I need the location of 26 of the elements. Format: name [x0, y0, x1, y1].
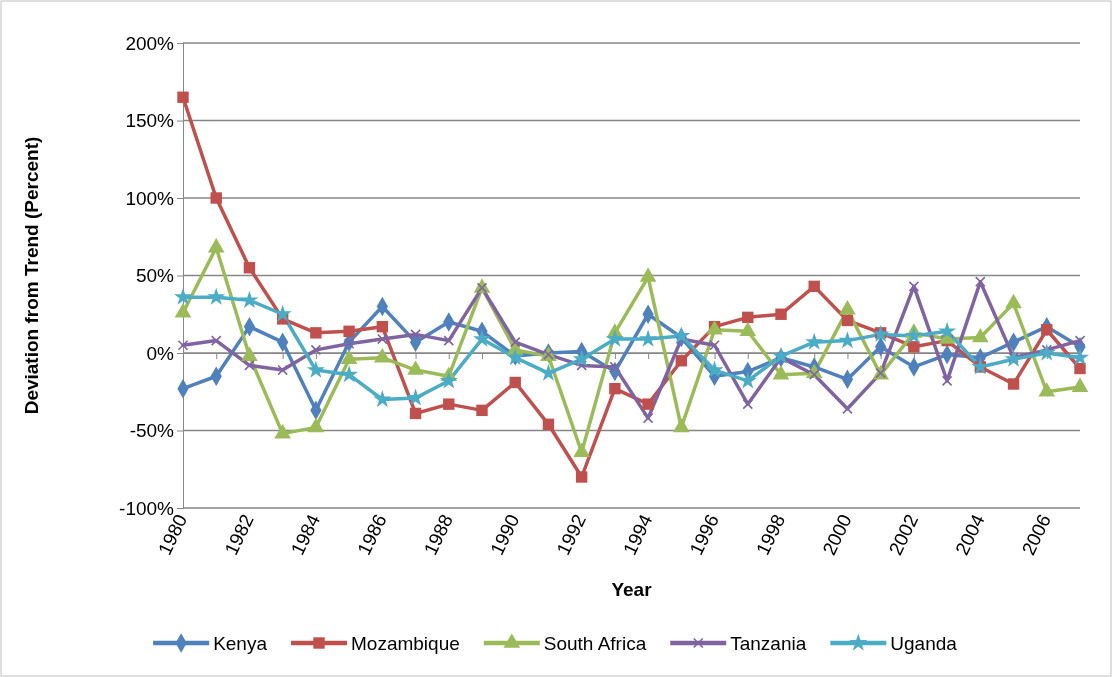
y-tick-label: 200% — [125, 32, 175, 54]
x-tick-label: 1988 — [419, 511, 458, 559]
x-axis-title: Year — [611, 579, 653, 600]
x-tick-label: 1992 — [552, 511, 590, 559]
legend-label: Kenya — [213, 632, 268, 654]
x-tick-label: 1996 — [685, 511, 723, 559]
x-tick-label: 2004 — [951, 510, 989, 559]
x-tick-label: 1990 — [486, 511, 524, 559]
legend-label: Mozambique — [351, 632, 460, 654]
x-tick-label: 1982 — [220, 511, 258, 559]
legend-label: Tanzania — [730, 632, 807, 654]
y-tick-label: 50% — [135, 265, 175, 287]
y-axis-title: Deviation from Trend (Percent) — [21, 136, 42, 415]
x-tick-label: 2000 — [818, 511, 856, 559]
x-tick-label: 1998 — [751, 511, 790, 559]
legend-label: South Africa — [543, 632, 647, 654]
x-tick-label: 2002 — [884, 511, 923, 559]
y-tick-label: 0% — [146, 342, 175, 364]
y-tick-label: 150% — [125, 110, 175, 132]
x-tick-label: 1984 — [286, 510, 325, 559]
x-tick-label: 1986 — [353, 511, 391, 559]
y-tick-label: -50% — [129, 420, 175, 442]
legend-label: Uganda — [890, 632, 958, 654]
y-tick-label: 100% — [125, 187, 175, 209]
x-tick-label: 2006 — [1017, 511, 1056, 559]
x-tick-label: 1994 — [619, 510, 657, 559]
